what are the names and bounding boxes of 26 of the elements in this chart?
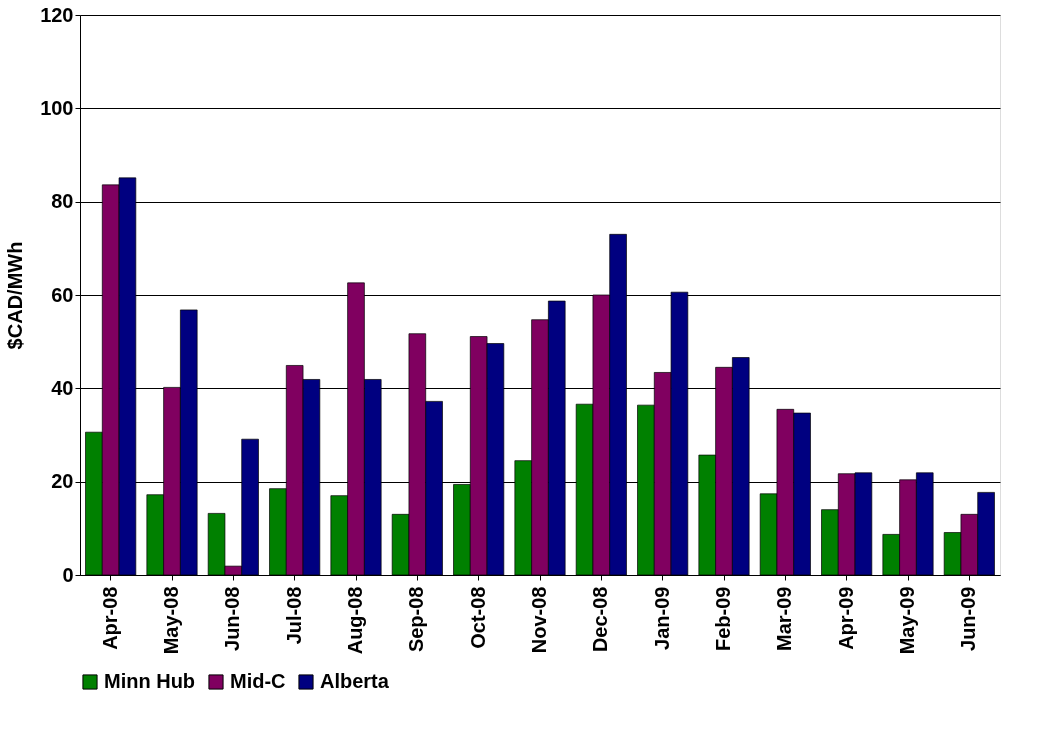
x-tick-label: Dec-08 <box>589 586 612 653</box>
legend-label: Minn Hub <box>104 670 196 692</box>
y-tick-label: 80 <box>51 190 74 213</box>
x-tick-label: Jan-09 <box>650 586 673 650</box>
y-tick-label: 40 <box>51 376 74 399</box>
x-tick-label: Apr-08 <box>98 586 121 650</box>
x-tick-label: Jul-08 <box>282 586 305 645</box>
x-tick-label: Jun-09 <box>957 586 980 651</box>
x-tick-label: Sep-08 <box>405 586 428 653</box>
y-tick-label: 100 <box>40 96 74 119</box>
x-tick-label: Apr-09 <box>834 586 857 650</box>
y-tick-label: 60 <box>51 283 74 306</box>
x-tick-label: May-08 <box>160 586 182 655</box>
y-tick-label: 120 <box>40 3 74 26</box>
x-tick-label: Jun-08 <box>221 586 244 651</box>
y-axis-title: $CAD/MWh <box>4 241 27 350</box>
x-tick-label: Nov-08 <box>528 586 550 654</box>
x-tick-label: May-09 <box>896 586 918 655</box>
legend-label: Alberta <box>320 670 390 692</box>
y-tick-label: 0 <box>62 563 74 586</box>
legend-label: Mid-C <box>230 670 286 692</box>
x-tick-label: Aug-08 <box>344 586 366 655</box>
y-tick-label: 20 <box>51 470 74 493</box>
x-tick-label: Feb-09 <box>712 586 734 651</box>
x-tick-label: Mar-09 <box>773 586 796 651</box>
x-tick-label: Oct-08 <box>466 586 489 649</box>
